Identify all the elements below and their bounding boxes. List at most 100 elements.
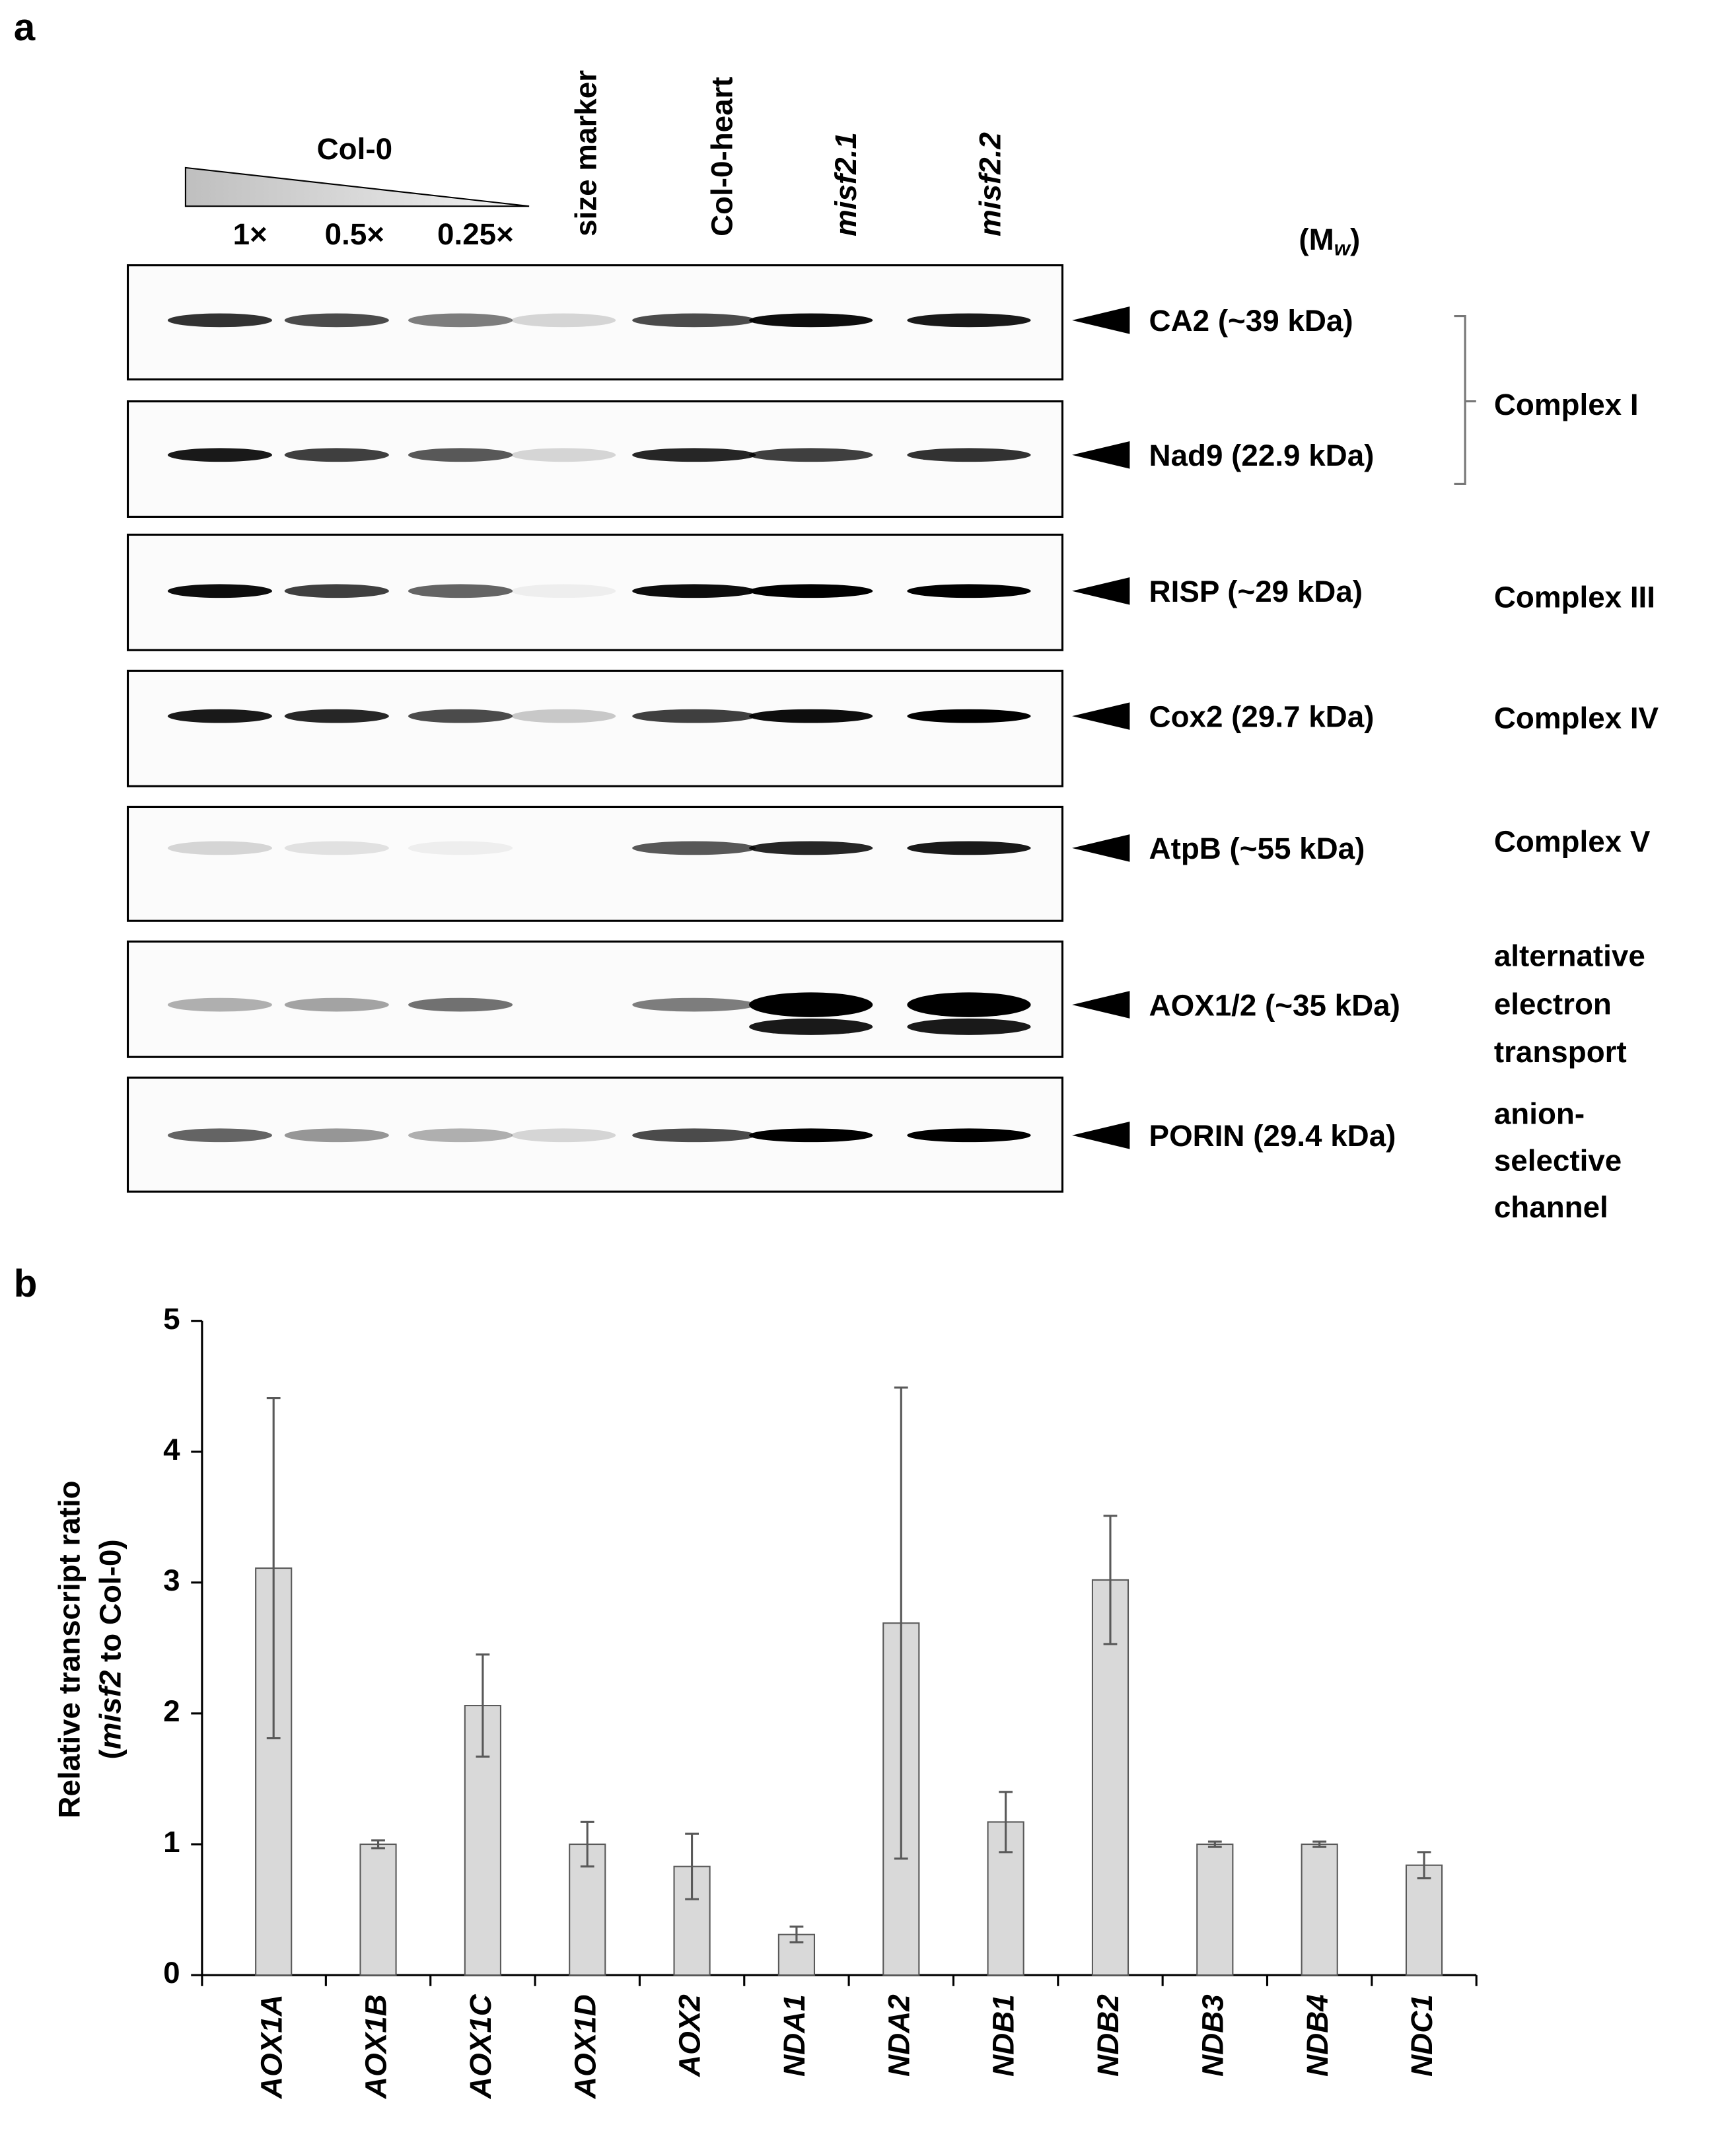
error-bar [789,1925,804,1944]
blot-panel [126,264,1064,380]
error-bar [371,1839,385,1850]
error-bar-line [1312,1840,1327,1848]
error-bar-line [685,1832,699,1900]
y-axis-label-part: to Col-0) [94,1539,127,1670]
band [749,1128,873,1143]
band [907,313,1031,328]
band [749,448,873,462]
band [167,841,272,855]
dilution-label: 0.25× [437,217,514,251]
y-tick-label: 3 [163,1563,180,1597]
blot-panel [126,1076,1064,1193]
protein-label: CA2 (~39 kDa) [1149,304,1353,338]
x-tick-label: AOX2 [673,1994,707,2077]
x-tick-label: NDB2 [1091,1994,1125,2077]
band [284,313,389,328]
band [632,448,756,462]
blot-panel [126,533,1064,651]
band [408,997,513,1012]
band [284,584,389,598]
error-bar-line [266,1396,281,1740]
lane-label: size marker [569,70,603,236]
band [749,709,873,723]
complex-label: selective [1494,1143,1622,1177]
band [284,448,389,462]
error-bar [999,1791,1013,1853]
protein-label: Nad9 (22.9 kDa) [1149,439,1375,472]
protein-label: Cox2 (29.7 kDa) [1149,700,1375,733]
band [408,448,513,462]
bar [1091,1579,1129,1976]
complex-label: Complex V [1494,825,1651,859]
band [167,313,272,328]
y-tick-label: 4 [163,1433,180,1466]
mw-close: ) [1350,223,1360,256]
mw-sub: w [1334,237,1351,260]
error-bar-line [580,1820,594,1868]
blot-panel [126,805,1064,922]
error-bar-line [476,1653,490,1758]
error-bar [1207,1840,1222,1848]
band [511,313,616,328]
arrowhead [1072,991,1130,1019]
x-tick-label: AOX1C [464,1994,497,2099]
y-axis-label: Relative transcript ratio [52,1480,86,1818]
protein-label: PORIN (29.4 kDa) [1149,1119,1396,1153]
y-axis-label-part: ( [94,1749,127,1760]
band [511,709,616,723]
error-bar-line [371,1839,385,1850]
band [408,1128,513,1143]
x-tick-label: AOX1A [254,1994,288,2099]
x-tick-label: NDB4 [1301,1994,1334,2077]
error-bar [894,1386,908,1860]
band [907,709,1031,723]
band [284,1128,389,1143]
panel-label: a [14,6,36,49]
band [632,709,756,723]
band [284,997,389,1012]
band [167,997,272,1012]
complex-label: anion- [1494,1097,1585,1131]
error-bar-line [999,1791,1013,1853]
y-tick-label: 2 [163,1694,180,1728]
error-bar-line [1417,1851,1431,1880]
arrowhead [1072,306,1130,334]
error-bar [1417,1851,1431,1880]
band [632,1128,756,1143]
x-tick-label: AOX1B [359,1994,393,2099]
error-bar [685,1832,699,1900]
band [749,841,873,855]
band [408,584,513,598]
bar [1301,1844,1338,1976]
x-tick-label: NDB3 [1196,1994,1229,2077]
band [749,313,873,328]
y-axis-label-part: misf2 [94,1671,127,1750]
band [511,448,616,462]
mw-open: (M [1299,223,1334,256]
band [749,1018,873,1035]
bar [1196,1844,1234,1976]
x-tick-label: AOX1D [568,1994,602,2099]
mw-header: (Mw) [1299,223,1360,260]
band [511,584,616,598]
complex-label: Complex I [1494,388,1639,421]
error-bar [476,1653,490,1758]
arrowhead [1072,702,1130,730]
dilution-label: 1× [233,217,268,251]
bar [359,1844,397,1976]
dilution-label: 0.5× [325,217,384,251]
band [167,709,272,723]
band [408,709,513,723]
complex-label: Complex IV [1494,701,1659,735]
arrowhead [1072,441,1130,469]
band [632,313,756,328]
panel-label: b [14,1262,38,1305]
blot-panel [126,669,1064,787]
complex-label: channel [1494,1190,1608,1224]
dilution-wedge [184,166,530,207]
complex-label: electron [1494,987,1612,1021]
band [907,841,1031,855]
x-tick-label: NDC1 [1405,1994,1439,2077]
band [907,1018,1031,1035]
